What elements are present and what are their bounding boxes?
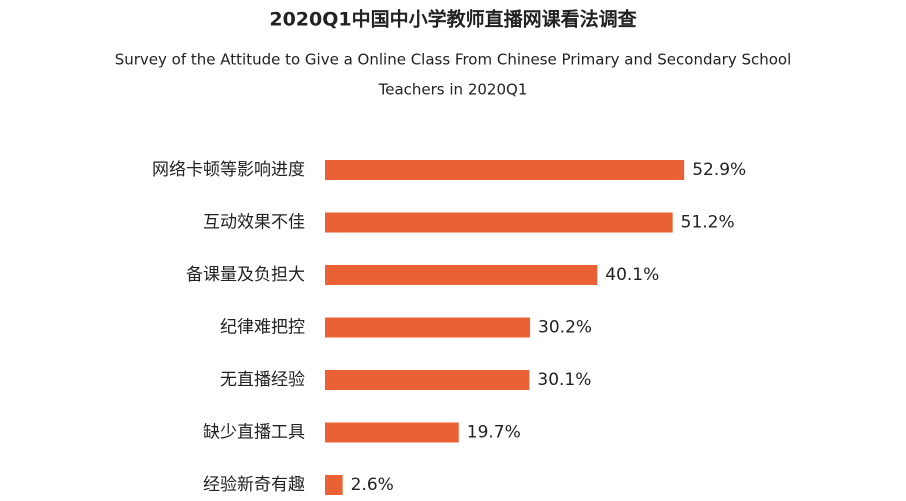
value-label: 30.2% bbox=[538, 318, 592, 338]
category-label: 纪律难把控 bbox=[220, 318, 305, 338]
bar bbox=[325, 212, 673, 233]
chart-title: 2020Q1中国中小学教师直播网课看法调查 bbox=[269, 8, 637, 31]
bar bbox=[325, 475, 343, 495]
chart-subtitle: Survey of the Attitude to Give a Online … bbox=[115, 51, 792, 69]
value-label: 51.2% bbox=[681, 213, 735, 233]
value-label: 30.1% bbox=[537, 370, 591, 390]
value-label: 2.6% bbox=[351, 475, 394, 495]
bar bbox=[325, 265, 598, 285]
category-label: 无直播经验 bbox=[220, 370, 305, 390]
category-label: 互动效果不佳 bbox=[203, 213, 305, 233]
category-label: 缺少直播工具 bbox=[203, 423, 305, 443]
value-label: 40.1% bbox=[605, 265, 659, 285]
category-label: 备课量及负担大 bbox=[186, 265, 305, 285]
bar bbox=[325, 422, 459, 443]
category-label: 网络卡顿等影响进度 bbox=[152, 160, 305, 180]
value-label: 19.7% bbox=[467, 423, 521, 443]
value-label: 52.9% bbox=[692, 160, 746, 180]
bar bbox=[325, 370, 530, 390]
category-label: 经验新奇有趣 bbox=[203, 475, 305, 495]
bar bbox=[325, 160, 685, 180]
bar bbox=[325, 317, 531, 338]
chart-subtitle: Teachers in 2020Q1 bbox=[378, 81, 528, 99]
